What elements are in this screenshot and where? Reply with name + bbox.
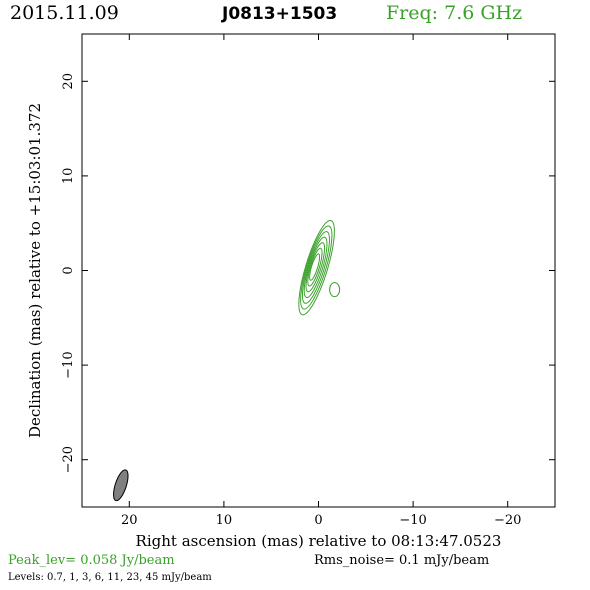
contour-levels: Levels: 0.7, 1, 3, 6, 11, 23, 45 mJy/bea… — [8, 572, 212, 583]
observing-frequency: Freq: 7.6 GHz — [386, 2, 523, 24]
peak-level: Peak_lev= 0.058 Jy/beam — [8, 553, 175, 568]
contour-line — [300, 225, 333, 310]
contour-line — [305, 242, 325, 293]
contour-line — [329, 282, 341, 298]
contour-line — [309, 253, 321, 281]
y-tick-label: 10 — [61, 168, 76, 185]
x-tick-label: 0 — [314, 513, 322, 528]
axis-ticks: 20 10 0 −10 −20 20 10 0 −10 −20 — [61, 34, 555, 528]
x-tick-label: 20 — [121, 513, 138, 528]
y-tick-label: 0 — [61, 266, 76, 274]
x-tick-label: −10 — [399, 513, 426, 528]
y-tick-label: −10 — [61, 351, 76, 378]
y-tick-label: 20 — [61, 73, 76, 90]
beam-ellipse — [113, 469, 129, 502]
source-name: J0813+1503 — [222, 4, 338, 24]
rms-noise: Rms_noise= 0.1 mJy/beam — [314, 553, 490, 568]
x-tick-label: −20 — [494, 513, 521, 528]
beam-ellipse-group — [113, 469, 129, 502]
y-tick-label: −20 — [61, 446, 76, 473]
x-tick-label: 10 — [216, 513, 233, 528]
contour-line — [298, 220, 335, 316]
observation-date: 2015.11.09 — [10, 2, 119, 24]
y-axis-label: Declination (mas) relative to +15:03:01.… — [26, 103, 44, 438]
contour-line — [301, 231, 330, 304]
contour-group — [298, 220, 341, 316]
contour-line — [303, 236, 328, 299]
contour-line — [307, 247, 323, 287]
x-axis-label: Right ascension (mas) relative to 08:13:… — [136, 532, 502, 550]
